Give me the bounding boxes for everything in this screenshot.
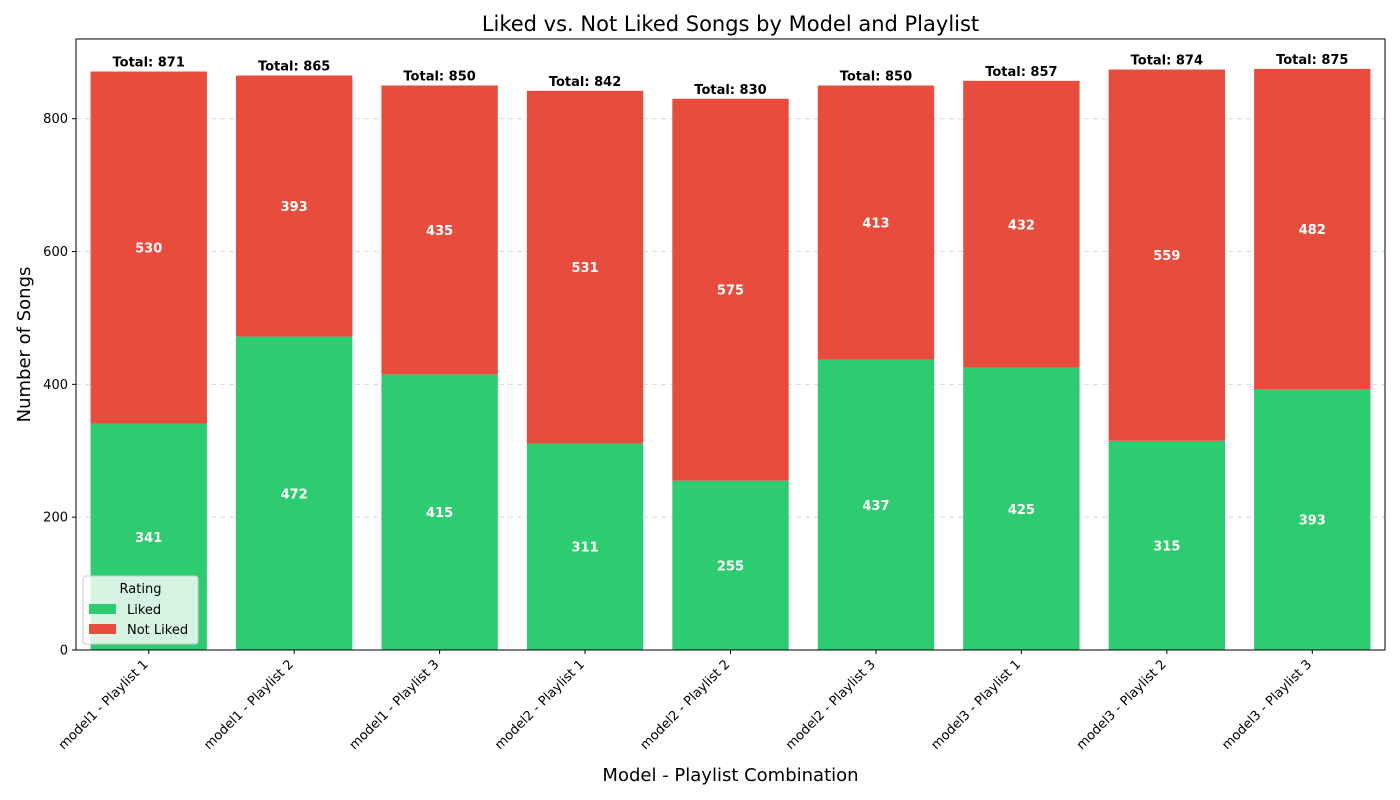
bar-liked — [235, 336, 353, 650]
not-liked-value-label: 575 — [717, 284, 744, 299]
liked-value-label: 311 — [571, 541, 598, 556]
bar-not-liked — [90, 71, 207, 424]
liked-value-label: 437 — [862, 499, 889, 514]
bar-not-liked — [381, 85, 498, 375]
not-liked-value-label: 482 — [1299, 223, 1326, 238]
y-tick-label: 200 — [43, 511, 68, 526]
bar-not-liked — [672, 98, 789, 481]
legend-label: Liked — [127, 603, 161, 618]
legend-swatch — [89, 604, 116, 614]
legend: Rating Liked Not Liked — [82, 575, 199, 645]
liked-value-label: 341 — [135, 531, 162, 546]
x-axis-title: Model - Playlist Combination — [602, 765, 858, 786]
x-tick-label: model1 - Playlist 2 — [201, 657, 297, 753]
not-liked-value-label: 435 — [426, 224, 453, 239]
total-label: Total: 850 — [403, 69, 475, 84]
bar-not-liked — [817, 85, 935, 360]
bar-not-liked — [1254, 68, 1371, 389]
x-tick-label: model2 - Playlist 2 — [638, 657, 734, 753]
bar-labels: 341 530 Total: 871 472 393 Total: 865 415 435 To… — [113, 53, 1349, 574]
legend-title: Rating — [120, 582, 162, 597]
y-tick-label: 800 — [43, 112, 68, 127]
liked-value-label: 472 — [281, 487, 308, 502]
bar-not-liked — [1108, 69, 1226, 441]
not-liked-value-label: 413 — [862, 217, 889, 232]
total-label: Total: 865 — [258, 60, 330, 75]
not-liked-value-label: 559 — [1153, 249, 1180, 264]
not-liked-value-label: 531 — [571, 261, 598, 276]
bar-liked — [1254, 388, 1371, 650]
x-tick-label: model1 - Playlist 3 — [347, 657, 443, 753]
x-tick-label: model3 - Playlist 2 — [1074, 657, 1170, 753]
y-axis-title: Number of Songs — [14, 267, 35, 423]
total-label: Total: 842 — [549, 75, 621, 90]
not-liked-value-label: 530 — [135, 242, 162, 257]
y-tick-label: 400 — [43, 378, 68, 393]
bar-liked — [1108, 440, 1226, 650]
total-label: Total: 871 — [113, 56, 185, 71]
bars — [90, 68, 1371, 650]
x-tick-label: model1 - Playlist 1 — [56, 657, 152, 753]
x-tick-label: model3 - Playlist 3 — [1219, 657, 1315, 753]
legend-label: Not Liked — [127, 623, 188, 638]
bar-not-liked — [235, 75, 353, 337]
bar-liked — [817, 359, 935, 650]
total-label: Total: 857 — [985, 65, 1057, 80]
y-tick-label: 0 — [60, 644, 68, 659]
x-axis: model1 - Playlist 1 model1 - Playlist 2 mo… — [56, 650, 1315, 753]
bar-not-liked — [526, 90, 644, 444]
total-label: Total: 874 — [1131, 54, 1203, 69]
bar-liked — [672, 480, 789, 650]
bar-not-liked — [963, 80, 1080, 368]
not-liked-value-label: 393 — [281, 200, 308, 215]
total-label: Total: 830 — [694, 83, 766, 98]
legend-swatch — [89, 624, 116, 634]
liked-value-label: 255 — [717, 559, 744, 574]
total-label: Total: 850 — [840, 69, 912, 84]
bar-liked — [526, 443, 644, 650]
liked-value-label: 315 — [1153, 539, 1180, 554]
chart-title: Liked vs. Not Liked Songs by Model and P… — [482, 12, 979, 36]
x-tick-label: model3 - Playlist 1 — [929, 657, 1025, 753]
total-label: Total: 875 — [1276, 53, 1348, 68]
y-axis: 0 200 400 600 800 — [43, 112, 76, 659]
not-liked-value-label: 432 — [1008, 218, 1035, 233]
liked-value-label: 425 — [1008, 503, 1035, 518]
y-tick-label: 600 — [43, 245, 68, 260]
liked-value-label: 415 — [426, 506, 453, 521]
liked-value-label: 393 — [1299, 513, 1326, 528]
x-tick-label: model2 - Playlist 1 — [492, 657, 588, 753]
x-tick-label: model2 - Playlist 3 — [783, 657, 879, 753]
bar-liked — [381, 374, 498, 650]
bar-liked — [963, 367, 1080, 650]
